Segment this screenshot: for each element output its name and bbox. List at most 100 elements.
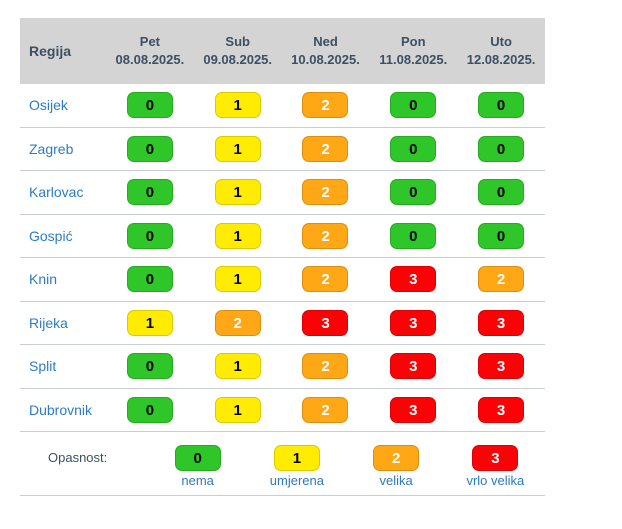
day-name: Pon [401,34,426,49]
hazard-level-badge: 1 [214,92,261,119]
hazard-level-badge: 1 [126,309,173,336]
region-label[interactable]: Knin [29,271,58,288]
hazard-level-badge: 2 [302,179,349,206]
hazard-level-badge: 2 [302,266,349,293]
day-column-header: Uto 12.08.2025. [457,33,545,69]
hazard-level-badge: 2 [302,396,349,423]
hazard-level-badge: 0 [478,222,525,249]
hazard-cell: 2 [194,309,282,336]
hazard-cell: 2 [282,266,370,293]
day-column-header: Pon 11.08.2025. [369,33,457,69]
hazard-level-badge: 0 [390,135,437,162]
hazard-level-badge: 2 [478,266,525,293]
hazard-cell: 1 [194,353,282,380]
hazard-level-badge: 3 [302,309,349,336]
hazard-cell: 2 [282,396,370,423]
hazard-table: Regija Pet 08.08.2025. Sub 09.08.2025. N… [20,18,545,432]
hazard-level-badge: 0 [126,135,173,162]
hazard-level-badge: 3 [478,353,525,380]
hazard-level-badge: 2 [302,92,349,119]
day-column-header: Sub 09.08.2025. [194,33,282,69]
hazard-cell: 0 [369,222,457,249]
day-date: 10.08.2025. [291,52,360,67]
hazard-cell: 1 [106,309,194,336]
hazard-cell: 1 [194,135,282,162]
hazard-cell: 1 [194,222,282,249]
hazard-cell: 1 [194,396,282,423]
legend-item: 0 nema [148,445,247,488]
hazard-level-badge: 3 [390,396,437,423]
hazard-cell: 0 [457,222,545,249]
hazard-cell: 0 [457,135,545,162]
hazard-cell: 1 [194,266,282,293]
legend-item-label: vrlo velika [466,473,525,488]
hazard-cell: 0 [106,135,194,162]
hazard-level-badge: 0 [390,92,437,119]
hazard-cell: 3 [282,309,370,336]
day-column-header: Ned 10.08.2025. [282,33,370,69]
hazard-level-badge: 3 [478,309,525,336]
hazard-level-badge: 3 [390,353,437,380]
hazard-cell: 3 [369,266,457,293]
hazard-level-badge: 0 [126,266,173,293]
hazard-cell: 3 [369,353,457,380]
hazard-cell: 1 [194,179,282,206]
hazard-cell: 0 [106,396,194,423]
day-date: 09.08.2025. [203,52,273,67]
region-label[interactable]: Dubrovnik [29,401,93,418]
hazard-level-badge: 0 [478,92,525,119]
legend-item: 3 vrlo velika [446,445,545,488]
hazard-cell: 2 [282,135,370,162]
region-label[interactable]: Karlovac [29,184,84,201]
hazard-level-badge: 0 [126,222,173,249]
table-row: Split 0 1 2 3 3 [20,345,545,389]
region-label[interactable]: Rijeka [29,314,68,331]
legend-label: Opasnost: [48,450,108,465]
legend-level-badge: 1 [273,445,320,471]
region-column-header: Regija [29,43,72,59]
legend-level-badge: 2 [373,445,420,471]
day-name: Ned [313,34,338,49]
hazard-cell: 2 [282,179,370,206]
hazard-cell: 0 [369,135,457,162]
table-row: Osijek 0 1 2 0 0 [20,84,545,128]
hazard-level-badge: 3 [390,266,437,293]
hazard-level-badge: 0 [478,135,525,162]
hazard-cell: 0 [106,266,194,293]
hazard-cell: 3 [369,309,457,336]
legend-item: 1 umjerena [247,445,346,488]
hazard-level-badge: 0 [126,179,173,206]
hazard-cell: 0 [369,179,457,206]
hazard-cell: 3 [457,396,545,423]
hazard-cell: 2 [282,353,370,380]
region-label[interactable]: Split [29,358,57,375]
table-row: Rijeka 1 2 3 3 3 [20,302,545,345]
hazard-cell: 0 [457,92,545,119]
hazard-cell: 3 [369,396,457,423]
hazard-cell: 0 [369,92,457,119]
hazard-cell: 2 [282,222,370,249]
legend-item: 2 velika [347,445,446,488]
hazard-cell: 0 [106,353,194,380]
day-name: Uto [490,34,512,49]
hazard-cell: 0 [457,179,545,206]
table-body: Osijek 0 1 2 0 0 Zagreb 0 1 2 0 0 Karlov… [20,84,545,432]
region-label[interactable]: Gospić [29,227,73,244]
legend: Opasnost: 0 nema 1 umjerena 2 velika 3 v… [20,432,545,496]
region-label[interactable]: Osijek [29,97,68,114]
day-date: 08.08.2025. [115,52,185,67]
hazard-level-badge: 0 [478,179,525,206]
region-label[interactable]: Zagreb [29,140,74,157]
table-row: Zagreb 0 1 2 0 0 [20,128,545,171]
day-name: Sub [225,34,250,49]
hazard-cell: 0 [106,222,194,249]
hazard-level-badge: 1 [214,135,261,162]
day-name: Pet [139,34,161,49]
legend-item-label: nema [181,473,214,488]
table-row: Gospić 0 1 2 0 0 [20,215,545,258]
hazard-level-badge: 0 [126,353,173,380]
hazard-level-badge: 0 [390,222,437,249]
table-row: Karlovac 0 1 2 0 0 [20,171,545,215]
hazard-level-badge: 1 [214,222,261,249]
hazard-cell: 2 [282,92,370,119]
